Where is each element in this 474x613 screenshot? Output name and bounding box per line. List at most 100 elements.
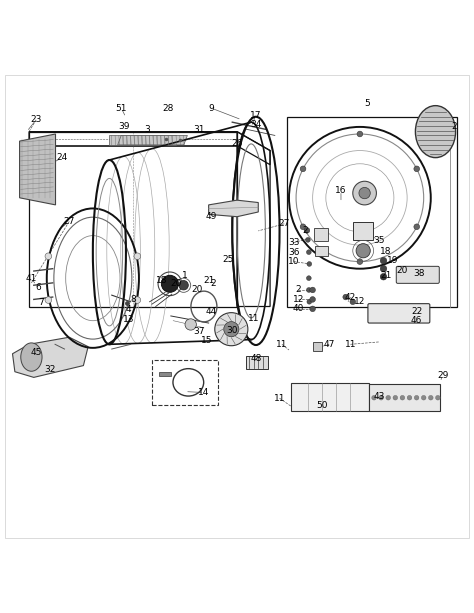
Text: 16: 16 — [335, 186, 346, 195]
Circle shape — [400, 395, 405, 400]
Text: 18: 18 — [380, 246, 392, 256]
Text: 2: 2 — [452, 123, 457, 131]
FancyBboxPatch shape — [368, 303, 430, 323]
Text: 36: 36 — [288, 248, 300, 257]
Text: 34: 34 — [250, 120, 262, 129]
Circle shape — [134, 253, 141, 259]
Text: 24: 24 — [56, 153, 68, 162]
Text: 10: 10 — [288, 257, 300, 266]
Text: 43: 43 — [373, 392, 384, 401]
Text: 8: 8 — [130, 295, 136, 304]
Circle shape — [414, 166, 419, 172]
Bar — [152, 360, 218, 405]
Text: 27: 27 — [279, 219, 290, 228]
Polygon shape — [19, 134, 55, 205]
Bar — [315, 246, 328, 256]
Polygon shape — [12, 337, 88, 378]
Text: 48: 48 — [250, 354, 262, 363]
Circle shape — [307, 287, 311, 292]
Circle shape — [215, 313, 248, 346]
Circle shape — [300, 166, 306, 172]
Circle shape — [407, 395, 412, 400]
Text: 44: 44 — [205, 306, 217, 316]
Circle shape — [414, 395, 419, 400]
Circle shape — [45, 253, 52, 259]
Bar — [314, 228, 328, 242]
Circle shape — [356, 243, 370, 258]
Circle shape — [359, 188, 370, 199]
Text: 33: 33 — [288, 238, 300, 247]
Circle shape — [185, 319, 196, 330]
Text: 20: 20 — [170, 280, 181, 288]
Circle shape — [45, 297, 52, 303]
Circle shape — [350, 299, 356, 305]
Circle shape — [380, 273, 387, 280]
FancyBboxPatch shape — [396, 266, 439, 283]
Text: 12: 12 — [293, 295, 304, 304]
Bar — [353, 223, 373, 240]
Polygon shape — [246, 356, 268, 369]
Text: 1: 1 — [182, 272, 188, 280]
Text: 37: 37 — [193, 327, 205, 335]
Text: 47: 47 — [323, 340, 335, 349]
Text: 13: 13 — [123, 315, 134, 324]
Circle shape — [386, 395, 391, 400]
Circle shape — [179, 281, 188, 290]
Circle shape — [380, 257, 387, 264]
Circle shape — [436, 395, 440, 400]
Text: 2: 2 — [303, 226, 309, 235]
Text: 25: 25 — [222, 255, 233, 264]
Text: 28: 28 — [163, 104, 174, 113]
Circle shape — [161, 275, 178, 292]
Text: 35: 35 — [373, 236, 384, 245]
Text: 11: 11 — [345, 340, 356, 349]
Text: 30: 30 — [227, 326, 238, 335]
Circle shape — [307, 262, 312, 266]
Text: 4: 4 — [126, 305, 131, 314]
Circle shape — [300, 224, 306, 230]
Text: 31: 31 — [193, 125, 205, 134]
Ellipse shape — [415, 105, 456, 158]
Circle shape — [307, 249, 311, 254]
Text: 22: 22 — [411, 306, 422, 316]
Text: 20: 20 — [397, 265, 408, 275]
Circle shape — [379, 395, 383, 400]
Circle shape — [310, 297, 316, 302]
Polygon shape — [109, 135, 175, 145]
Text: 11: 11 — [274, 394, 285, 403]
Text: 45: 45 — [30, 348, 42, 357]
Text: 9: 9 — [208, 104, 214, 113]
Circle shape — [307, 299, 312, 304]
Text: 14: 14 — [198, 388, 210, 397]
Text: 50: 50 — [316, 402, 328, 410]
Text: 41: 41 — [26, 273, 37, 283]
Text: 2: 2 — [210, 280, 216, 288]
Text: 26: 26 — [231, 139, 243, 148]
Circle shape — [306, 237, 310, 242]
Text: 39: 39 — [118, 123, 129, 131]
Text: 15: 15 — [201, 336, 212, 345]
Text: 32: 32 — [45, 365, 56, 375]
Ellipse shape — [21, 343, 42, 371]
Circle shape — [343, 294, 348, 300]
Bar — [292, 383, 369, 411]
Text: 11: 11 — [248, 314, 259, 323]
Text: 5: 5 — [364, 99, 370, 108]
Text: 19: 19 — [387, 256, 399, 265]
Text: 21: 21 — [203, 276, 214, 285]
Bar — [313, 342, 322, 351]
Circle shape — [393, 395, 398, 400]
Text: 18: 18 — [155, 276, 167, 285]
Circle shape — [372, 395, 376, 400]
Text: 29: 29 — [437, 370, 448, 379]
Circle shape — [307, 276, 311, 281]
Bar — [369, 384, 440, 411]
Circle shape — [357, 259, 363, 264]
Text: 12: 12 — [354, 297, 365, 306]
Circle shape — [310, 306, 316, 311]
Circle shape — [428, 395, 433, 400]
Text: 17: 17 — [250, 110, 262, 120]
Text: 42: 42 — [345, 292, 356, 302]
Circle shape — [421, 395, 426, 400]
Text: 6: 6 — [36, 283, 41, 292]
